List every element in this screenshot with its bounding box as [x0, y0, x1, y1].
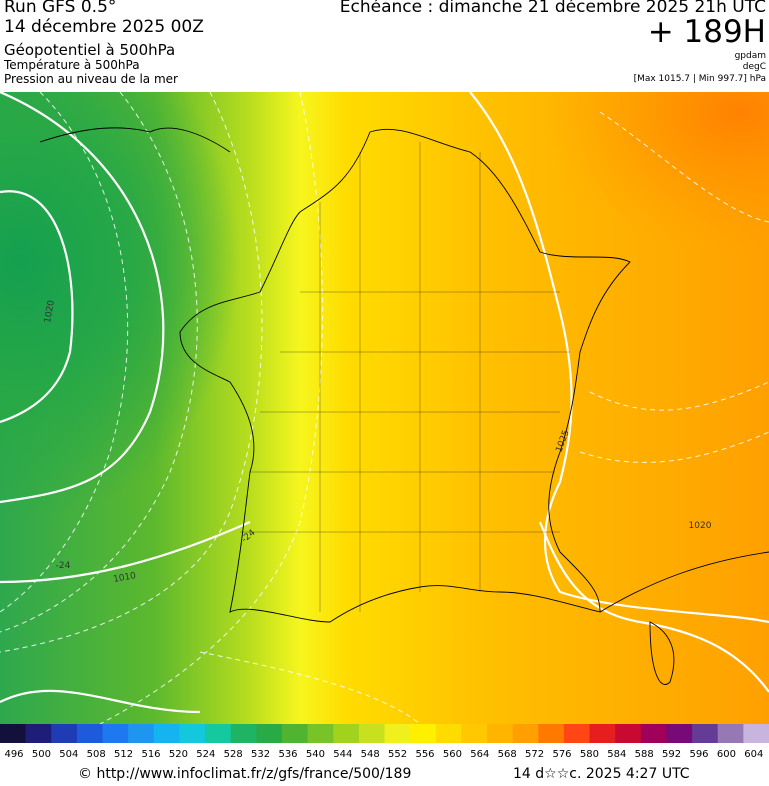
colorbar-label: 524 — [196, 749, 215, 760]
colorbar-label: 584 — [607, 749, 626, 760]
colorbar: 496 500 504 508 512 516 520 524 528 532 536 540 544 5… — [0, 724, 769, 760]
colorbar-swatch — [76, 724, 104, 743]
colorbar-swatch — [307, 724, 334, 743]
colorbar-label: 504 — [59, 749, 78, 760]
colorbar-label: 532 — [251, 749, 270, 760]
extremes: [Max 1015.7 | Min 997.7] hPa — [633, 74, 766, 84]
forecast-time: Echéance : dimanche 21 décembre 2025 21h… — [339, 0, 766, 17]
colorbar-label: 528 — [224, 749, 243, 760]
colorbar-label: 520 — [169, 749, 188, 760]
colorbar-label: 508 — [87, 749, 106, 760]
colorbar-swatch — [179, 724, 206, 743]
colorbar-swatch — [333, 724, 360, 743]
colorbar-label: 552 — [388, 749, 407, 760]
source-url: © http://www.infoclimat.fr/z/gfs/france/… — [78, 766, 412, 782]
colorbar-swatch — [256, 724, 283, 743]
colorbar-label: 560 — [443, 749, 462, 760]
colorbar-label: 500 — [32, 749, 51, 760]
field-label: Température à 500hPa — [4, 58, 140, 72]
colorbar-swatch — [281, 724, 309, 743]
colorbar-label: 548 — [361, 749, 380, 760]
colorbar-label: 516 — [141, 749, 160, 760]
colorbar-label: 592 — [662, 749, 681, 760]
isotherms — [0, 92, 769, 724]
colorbar-swatch — [410, 724, 437, 743]
colorbar-swatch — [102, 724, 129, 743]
colorbar-swatch — [692, 724, 719, 743]
colorbar-swatch — [461, 724, 488, 743]
isobars — [0, 92, 769, 714]
department-borders — [240, 142, 570, 612]
colorbar-label: 556 — [415, 749, 434, 760]
colorbar-swatch — [666, 724, 693, 743]
colorbar-swatch — [743, 724, 769, 743]
contour-label: 1010 — [113, 571, 138, 585]
colorbar-label: 572 — [525, 749, 544, 760]
colorbar-label: 600 — [717, 749, 736, 760]
unit: degC — [742, 62, 766, 72]
colorbar-label: 536 — [278, 749, 297, 760]
colorbar-label: 544 — [333, 749, 352, 760]
colorbar-swatch — [563, 724, 591, 743]
colorbar-swatch — [487, 724, 514, 743]
colorbar-swatch — [589, 724, 616, 743]
colorbar-swatch — [230, 724, 257, 743]
colorbar-label: 540 — [306, 749, 325, 760]
colorbar-label: 576 — [552, 749, 571, 760]
high-geopotential — [540, 92, 769, 252]
colorbar-swatch — [128, 724, 155, 743]
colorbar-label: 512 — [114, 749, 133, 760]
colorbar-swatch — [538, 724, 565, 743]
lead-time: + 189H — [647, 14, 766, 50]
colorbar-swatch — [435, 724, 462, 743]
colorbar-swatch — [384, 724, 411, 743]
field-label: Géopotentiel à 500hPa — [4, 41, 176, 59]
colorbar-swatch — [512, 724, 539, 743]
colorbar-swatch — [153, 724, 180, 743]
colorbar-swatch — [717, 724, 744, 743]
coastlines — [39, 127, 769, 685]
run-title: Run GFS 0.5° — [4, 0, 117, 17]
low-geopotential — [0, 92, 240, 522]
field-label: Pression au niveau de la mer — [4, 72, 178, 86]
colorbar-swatch — [640, 724, 667, 743]
run-date: 14 décembre 2025 00Z — [4, 17, 204, 37]
colorbar-label: 588 — [635, 749, 654, 760]
colorbar-label: 496 — [4, 749, 23, 760]
colorbar-swatch — [0, 724, 27, 743]
colorbar-label: 580 — [580, 749, 599, 760]
colorbar-label: 564 — [470, 749, 489, 760]
unit: gpdam — [734, 51, 766, 61]
colorbar-label: 604 — [744, 749, 763, 760]
colorbar-label: 568 — [498, 749, 517, 760]
colorbar-label: 596 — [689, 749, 708, 760]
contour-label: 1020 — [43, 299, 57, 324]
colorbar-swatch — [205, 724, 232, 743]
colorbar-swatch — [25, 724, 52, 743]
generation-date: 14 d☆☆c. 2025 4:27 UTC — [513, 766, 690, 782]
colorbar-swatch — [615, 724, 642, 743]
colorbar-swatch — [51, 724, 78, 743]
contour-label: -24 — [56, 561, 71, 571]
colorbar-swatch — [358, 724, 385, 743]
contour-label: 1020 — [689, 521, 712, 531]
